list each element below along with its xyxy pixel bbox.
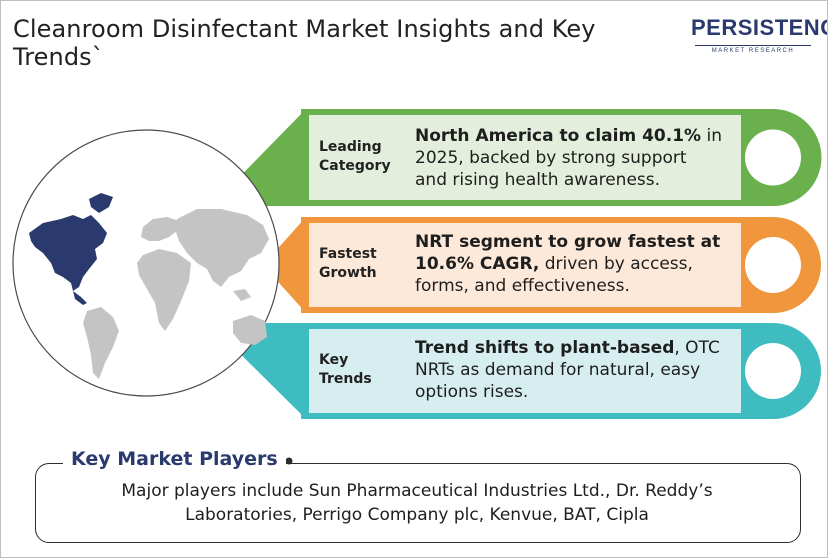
bar-leading-category [301,109,822,206]
south-america-shape [83,307,119,379]
desc-line: NRTs as demand for natural, easy [415,360,701,380]
europe-shape [141,217,179,241]
leading-category-label: Leading Category [319,138,391,176]
label-line: Growth [319,265,377,281]
desc-bold: Trend shifts to plant-based [415,338,675,358]
greenland-shape [89,193,113,213]
label-line: Fastest [319,246,377,262]
bar-key-trends [301,323,821,419]
desc-line: and rising health awareness. [415,170,661,190]
desc-line: 2025, backed by strong support [415,148,687,168]
funnel-orange [263,217,306,313]
page-title: Cleanroom Disinfectant Market Insights a… [13,15,596,71]
desc-rest: , OTC [674,338,720,358]
bar-fastest-growth [301,217,821,313]
desc-line: forms, and effectiveness. [415,276,630,296]
leading-category-text: North America to claim 40.1% in 2025, ba… [415,125,722,191]
ring-icon [745,343,801,399]
desc-rest: in [701,126,722,146]
desc-line: NRT segment to grow fastest at [415,231,720,253]
logo-divider [695,45,811,46]
logo-brand: PERSISTENCE [691,15,827,40]
key-trends-label: Key Trends [319,351,372,389]
ring-icon [745,237,801,293]
ring-icon [745,129,801,186]
label-line: Leading [319,139,382,155]
players-line: Major players include Sun Pharmaceutical… [121,481,713,501]
desc-rest: driven by access, [539,254,693,274]
persistence-logo: PERSISTENCE MARKET RESEARCH [691,15,827,65]
desc-bold: NRT segment to grow fastest at [415,232,721,252]
asia-shape [175,209,269,287]
africa-shape [137,249,191,331]
key-players-box [35,463,801,543]
bullet-dot-right [285,457,293,465]
north-america-shape [29,215,107,291]
desc-bold: 10.6% CAGR, [415,254,540,274]
desc-line: 10.6% CAGR, driven by access, [415,253,720,275]
key-players-heading: Key Market Players [63,448,286,470]
label-line: Trends [319,371,372,387]
key-trends-text: Trend shifts to plant-based, OTC NRTs as… [415,337,720,403]
fastest-growth-label: Fastest Growth [319,245,377,283]
desc-line: Trend shifts to plant-based, OTC [415,337,720,359]
label-line: Key [319,352,349,368]
fastest-growth-text: NRT segment to grow fastest at 10.6% CAG… [415,231,720,297]
logo-tagline: MARKET RESEARCH [711,48,795,54]
players-line: Laboratories, Perrigo Company plc, Kenvu… [185,505,649,525]
australia-shape [233,315,267,345]
key-players-text: Major players include Sun Pharmaceutical… [41,479,793,527]
world-map [12,129,280,397]
desc-line: North America to claim 40.1% in [415,125,722,147]
label-line: Category [319,158,391,174]
desc-bold: North America to claim 40.1% [415,126,702,146]
desc-line: options rises. [415,382,529,402]
